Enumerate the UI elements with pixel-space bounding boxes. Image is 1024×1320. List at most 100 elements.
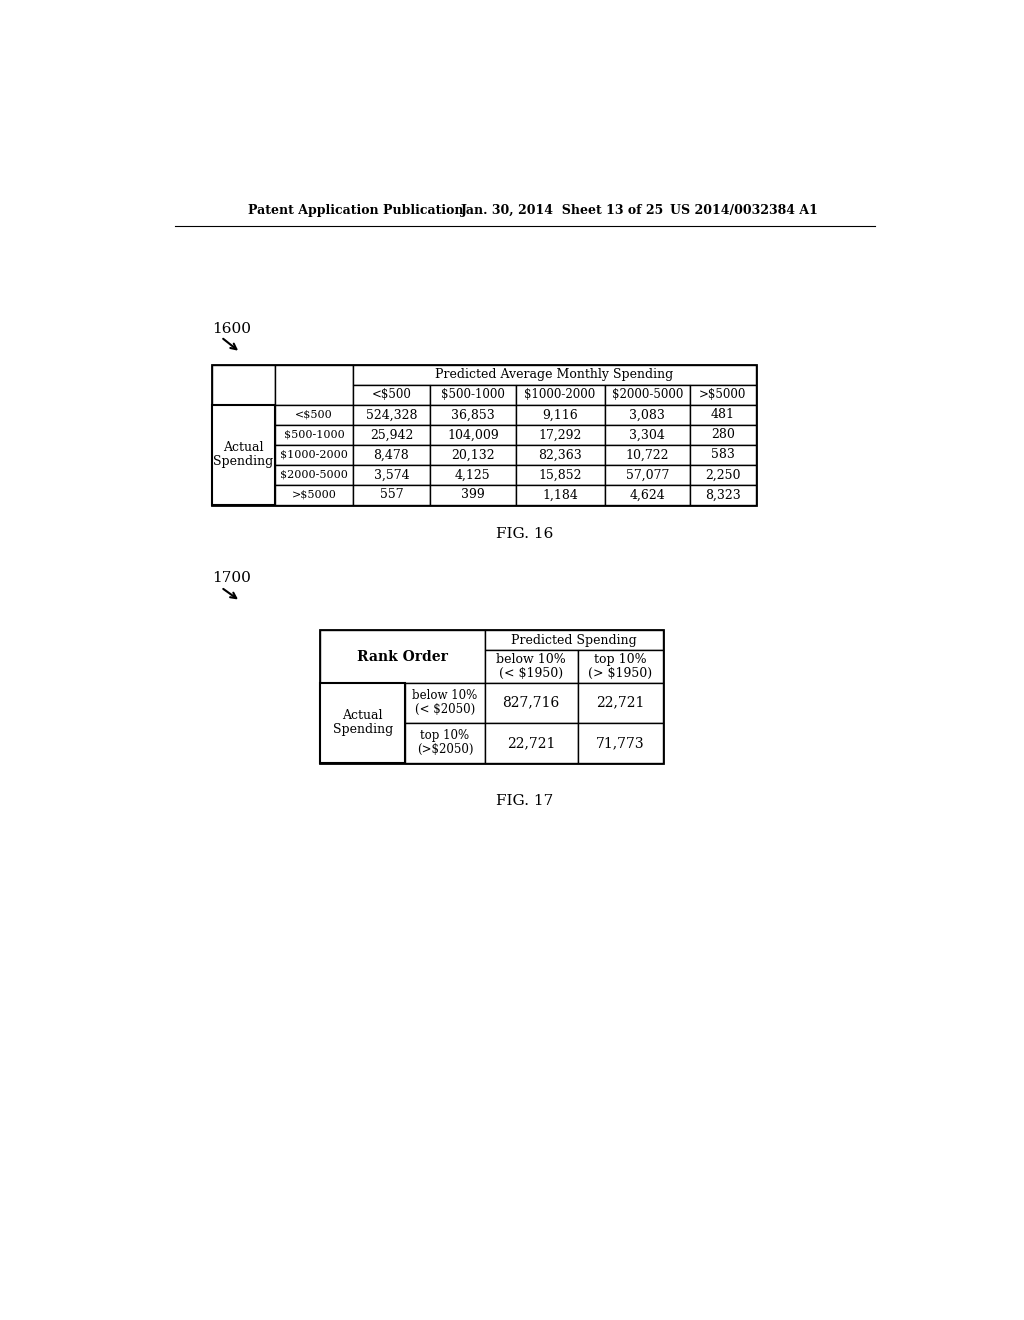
Text: Patent Application Publication: Patent Application Publication xyxy=(248,205,464,218)
Text: 104,009: 104,009 xyxy=(447,428,499,441)
Text: 15,852: 15,852 xyxy=(539,469,582,482)
Bar xyxy=(321,682,406,763)
Bar xyxy=(321,631,663,763)
Bar xyxy=(690,385,756,405)
Text: $500-1000: $500-1000 xyxy=(284,430,344,440)
Bar xyxy=(352,465,430,484)
Bar xyxy=(352,425,430,445)
Text: Jan. 30, 2014  Sheet 13 of 25: Jan. 30, 2014 Sheet 13 of 25 xyxy=(461,205,665,218)
Text: 583: 583 xyxy=(711,449,735,462)
Bar xyxy=(604,484,690,506)
Text: 1700: 1700 xyxy=(212,572,251,585)
Text: 4,125: 4,125 xyxy=(455,469,490,482)
Text: $500-1000: $500-1000 xyxy=(441,388,505,401)
Text: 1,184: 1,184 xyxy=(542,488,578,502)
Text: (< $1950): (< $1950) xyxy=(499,667,563,680)
Bar xyxy=(275,465,352,484)
Text: below 10%: below 10% xyxy=(496,653,566,667)
Text: 1600: 1600 xyxy=(212,322,251,337)
Text: Spending: Spending xyxy=(333,723,393,737)
Bar xyxy=(604,425,690,445)
Bar xyxy=(604,445,690,465)
Text: Actual: Actual xyxy=(343,709,383,722)
Text: FIG. 16: FIG. 16 xyxy=(496,527,554,541)
Text: FIG. 17: FIG. 17 xyxy=(497,795,553,808)
Bar xyxy=(430,445,515,465)
Text: (>$2050): (>$2050) xyxy=(417,743,473,756)
Bar xyxy=(690,484,756,506)
Text: >$5000: >$5000 xyxy=(699,388,746,401)
Text: (> $1950): (> $1950) xyxy=(588,667,652,680)
Bar xyxy=(352,484,430,506)
Text: 20,132: 20,132 xyxy=(451,449,495,462)
Text: 22,721: 22,721 xyxy=(507,735,555,750)
Bar xyxy=(352,364,756,385)
Text: 2,250: 2,250 xyxy=(706,469,740,482)
Bar xyxy=(690,465,756,484)
Text: 280: 280 xyxy=(711,428,735,441)
Bar xyxy=(275,484,352,506)
Text: Spending: Spending xyxy=(213,455,273,469)
Text: below 10%: below 10% xyxy=(413,689,477,702)
Text: US 2014/0032384 A1: US 2014/0032384 A1 xyxy=(671,205,818,218)
Text: 82,363: 82,363 xyxy=(539,449,582,462)
Text: 3,304: 3,304 xyxy=(630,428,666,441)
Bar xyxy=(604,405,690,425)
Bar xyxy=(578,723,663,763)
Bar xyxy=(515,465,604,484)
Bar xyxy=(430,405,515,425)
Bar xyxy=(352,385,430,405)
Bar xyxy=(275,405,352,425)
Text: Predicted Average Monthly Spending: Predicted Average Monthly Spending xyxy=(435,368,674,381)
Bar xyxy=(352,445,430,465)
Text: $1000-2000: $1000-2000 xyxy=(524,388,596,401)
Bar xyxy=(484,651,578,682)
Bar xyxy=(484,682,578,723)
Bar xyxy=(430,484,515,506)
Bar xyxy=(578,682,663,723)
Text: Predicted Spending: Predicted Spending xyxy=(511,634,637,647)
Text: $2000-5000: $2000-5000 xyxy=(611,388,683,401)
Bar xyxy=(406,682,484,723)
Bar xyxy=(484,723,578,763)
Bar xyxy=(690,445,756,465)
Text: 3,083: 3,083 xyxy=(630,408,666,421)
Bar xyxy=(578,651,663,682)
Bar xyxy=(212,364,756,506)
Bar xyxy=(321,631,484,682)
Text: Actual: Actual xyxy=(223,441,264,454)
Bar xyxy=(515,425,604,445)
Bar xyxy=(515,385,604,405)
Text: 22,721: 22,721 xyxy=(596,696,644,710)
Text: <$500: <$500 xyxy=(372,388,412,401)
Text: $2000-5000: $2000-5000 xyxy=(280,470,348,480)
Text: 557: 557 xyxy=(380,488,403,502)
Bar xyxy=(212,405,275,506)
Bar xyxy=(515,484,604,506)
Bar xyxy=(430,385,515,405)
Text: 36,853: 36,853 xyxy=(451,408,495,421)
Text: 57,077: 57,077 xyxy=(626,469,669,482)
Text: 9,116: 9,116 xyxy=(542,408,578,421)
Bar xyxy=(515,405,604,425)
Bar xyxy=(515,445,604,465)
Text: top 10%: top 10% xyxy=(421,730,470,742)
Text: top 10%: top 10% xyxy=(594,653,646,667)
Text: 481: 481 xyxy=(711,408,735,421)
Text: 17,292: 17,292 xyxy=(539,428,582,441)
Bar xyxy=(212,364,275,405)
Bar xyxy=(690,405,756,425)
Text: $1000-2000: $1000-2000 xyxy=(280,450,348,459)
Text: <$500: <$500 xyxy=(295,409,333,420)
Bar xyxy=(430,425,515,445)
Bar xyxy=(275,425,352,445)
Text: 10,722: 10,722 xyxy=(626,449,669,462)
Bar xyxy=(275,364,352,405)
Bar xyxy=(406,723,484,763)
Text: 71,773: 71,773 xyxy=(596,735,644,750)
Bar xyxy=(690,425,756,445)
Text: 8,323: 8,323 xyxy=(705,488,740,502)
Text: 8,478: 8,478 xyxy=(374,449,410,462)
Bar xyxy=(352,405,430,425)
Text: 524,328: 524,328 xyxy=(366,408,417,421)
